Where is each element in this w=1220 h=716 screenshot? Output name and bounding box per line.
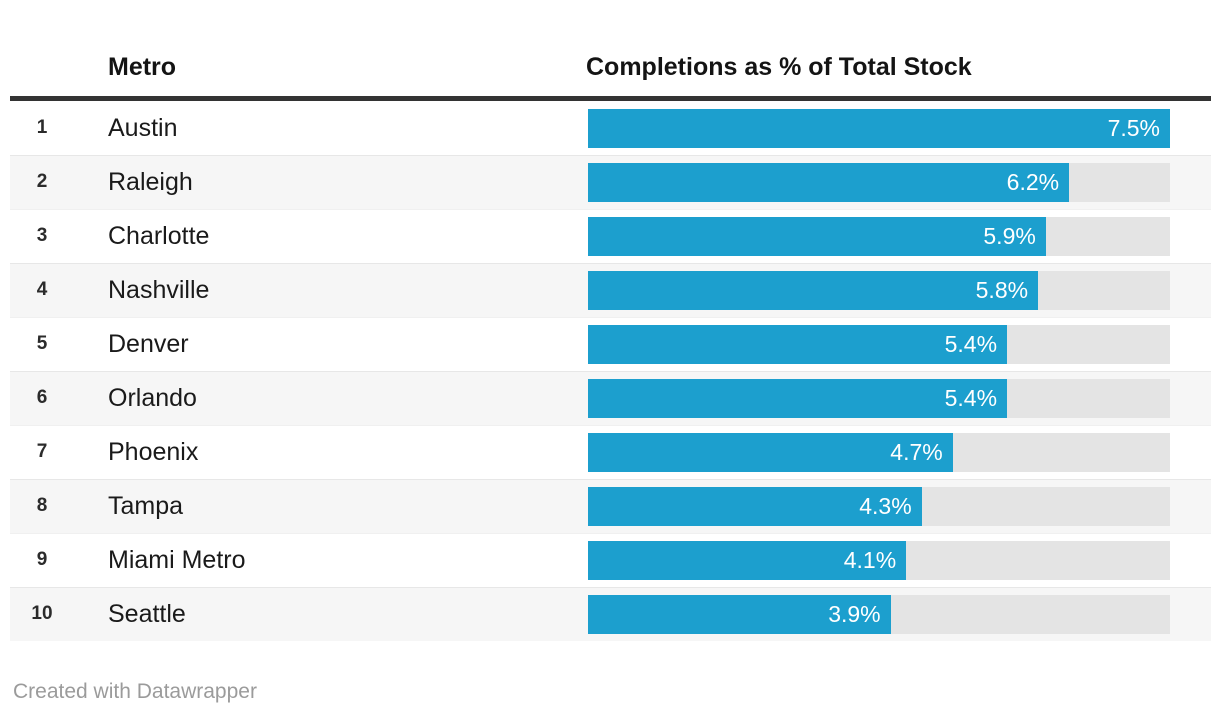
bar-track: 3.9% (588, 594, 1170, 634)
metro-name: Raleigh (108, 167, 193, 196)
rank-label: 10 (31, 603, 53, 624)
bar-value-label: 5.4% (944, 330, 998, 357)
datawrapper-credit: Created with Datawrapper (13, 680, 257, 703)
table-row: 8 Tampa 4.3% (10, 479, 1211, 533)
chart-footer: Created with Datawrapper (10, 641, 1211, 704)
header-divider-rule (10, 96, 1211, 101)
value-bar: 5.4% (588, 378, 1008, 418)
metro-name: Tampa (108, 491, 184, 520)
metro-name: Seattle (108, 599, 186, 628)
metro-name: Miami Metro (108, 545, 246, 574)
rank-label: 7 (36, 441, 48, 462)
value-column-header: Completions as % of Total Stock (586, 53, 972, 81)
value-bar: 3.9% (588, 594, 891, 634)
bar-track: 7.5% (588, 108, 1170, 148)
bar-value-label: 5.4% (944, 384, 998, 411)
rank-cell: 1 (10, 117, 108, 139)
table-row: 4 Nashville 5.8% (10, 263, 1211, 317)
bar-value-label: 3.9% (828, 600, 881, 627)
bar-track: 5.4% (588, 378, 1170, 418)
rank-cell: 5 (10, 333, 108, 355)
rank-cell: 2 (10, 171, 108, 193)
rank-cell: 7 (10, 441, 108, 463)
bar-value-label: 7.5% (1107, 114, 1160, 141)
value-bar: 5.4% (588, 324, 1008, 364)
rank-cell: 6 (10, 387, 108, 409)
table-row: 7 Phoenix 4.7% (10, 425, 1211, 479)
bar-track: 4.1% (588, 540, 1170, 580)
rank-cell: 3 (10, 225, 108, 247)
rank-label: 3 (36, 225, 48, 246)
bar-value-label: 5.9% (983, 222, 1036, 249)
rank-label: 6 (36, 387, 48, 408)
value-bar: 4.7% (588, 432, 953, 472)
rank-label: 2 (36, 171, 48, 192)
table-row: 3 Charlotte 5.9% (10, 209, 1211, 263)
bar-value-label: 5.8% (975, 276, 1029, 303)
table-row: 9 Miami Metro 4.1% (10, 533, 1211, 587)
value-bar: 4.1% (588, 540, 907, 580)
table-row: 1 Austin 7.5% (10, 101, 1211, 155)
table-body: 1 Austin 7.5% 2 Raleigh 6.2% 3 Charlotte… (10, 101, 1211, 641)
rank-cell: 4 (10, 279, 108, 301)
rank-label: 5 (36, 333, 48, 354)
metro-name: Phoenix (108, 437, 199, 466)
rank-label: 4 (36, 279, 48, 300)
rank-label: 8 (36, 495, 48, 516)
value-bar: 5.9% (588, 216, 1046, 256)
metro-name: Orlando (108, 383, 197, 412)
bar-track: 5.4% (588, 324, 1170, 364)
bar-value-label: 6.2% (1006, 168, 1060, 195)
rank-cell: 9 (10, 549, 108, 571)
bar-track: 5.8% (588, 270, 1170, 310)
rank-label: 1 (36, 117, 48, 138)
bar-value-label: 4.7% (890, 438, 943, 465)
bar-value-label: 4.3% (859, 492, 912, 519)
bar-track: 5.9% (588, 216, 1170, 256)
value-bar: 4.3% (588, 486, 922, 526)
bar-track: 4.3% (588, 486, 1170, 526)
metro-column-header: Metro (108, 53, 177, 81)
table-row: 10 Seattle 3.9% (10, 587, 1211, 641)
table-row: 6 Orlando 5.4% (10, 371, 1211, 425)
metro-name: Charlotte (108, 221, 210, 250)
value-bar: 5.8% (588, 270, 1039, 310)
value-bar: 7.5% (588, 108, 1170, 148)
rank-cell: 8 (10, 495, 108, 517)
metro-name: Nashville (108, 275, 210, 304)
rank-label: 9 (36, 549, 48, 570)
table-header-row: Metro Completions as % of Total Stock (10, 0, 1211, 96)
metro-name: Denver (108, 329, 189, 358)
bar-value-label: 4.1% (843, 546, 897, 573)
table-row: 2 Raleigh 6.2% (10, 155, 1211, 209)
value-bar: 6.2% (588, 162, 1070, 202)
bar-track: 4.7% (588, 432, 1170, 472)
metro-name: Austin (108, 113, 178, 142)
table-row: 5 Denver 5.4% (10, 317, 1211, 371)
rank-cell: 10 (10, 603, 108, 625)
bar-track: 6.2% (588, 162, 1170, 202)
